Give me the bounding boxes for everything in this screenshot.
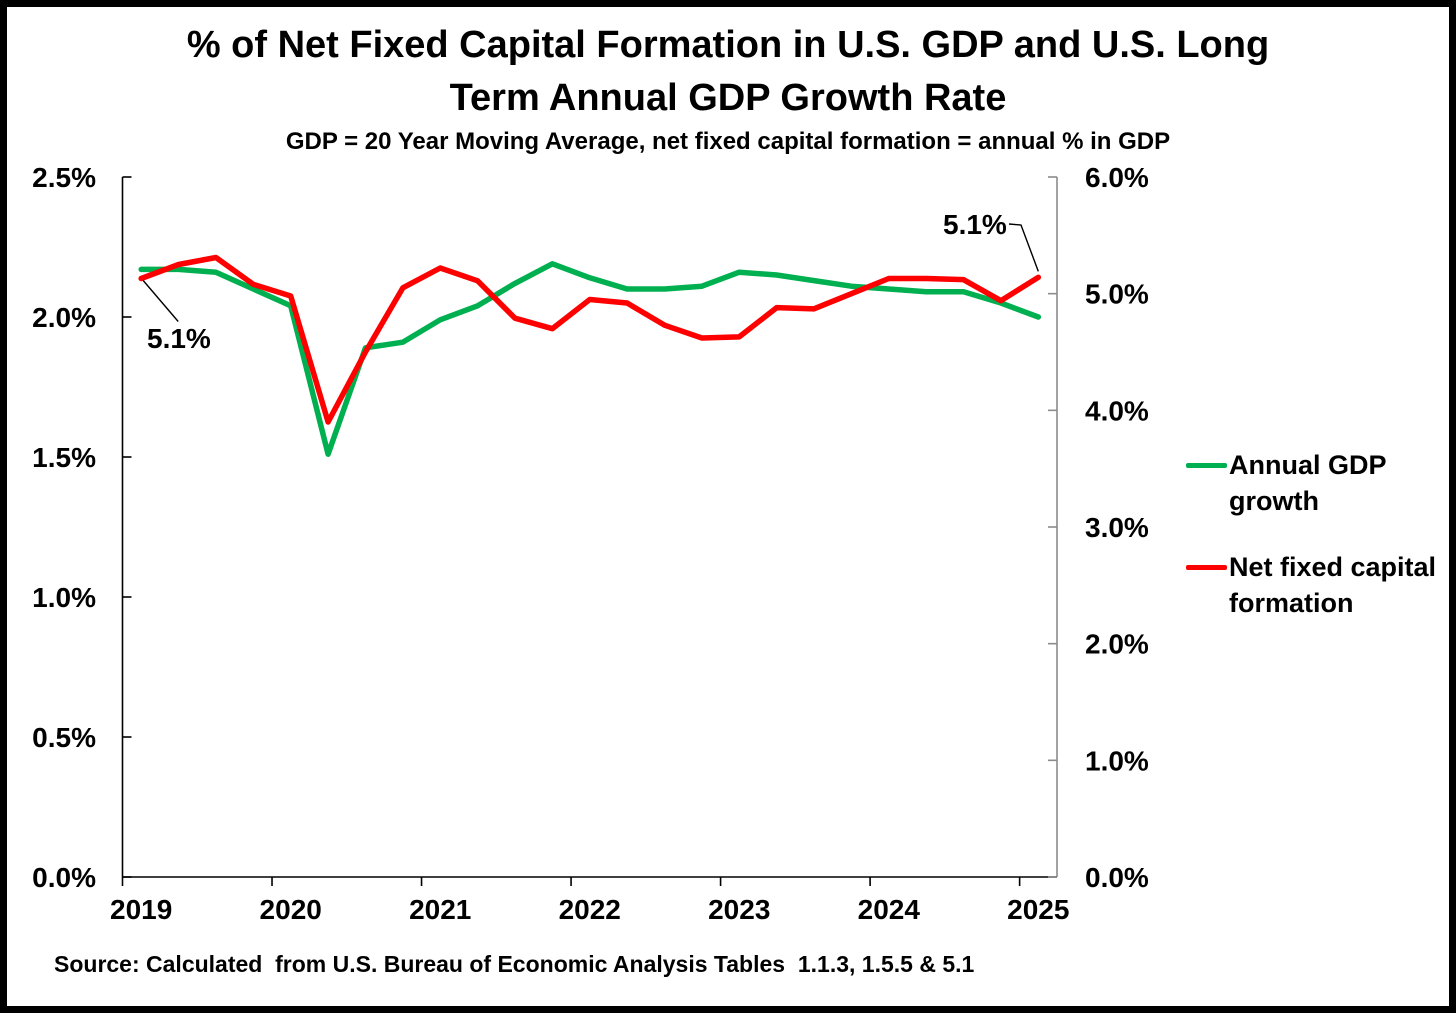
- x-axis-label: 2022: [559, 894, 621, 925]
- x-axis-label: 2019: [110, 894, 172, 925]
- right-axis-label: 5.0%: [1085, 279, 1149, 310]
- legend-swatch-green-line: [1186, 463, 1227, 468]
- legend-entry-annual-gdp-growth: Annual GDP growth: [1186, 447, 1416, 519]
- right-axis-label: 1.0%: [1085, 745, 1149, 776]
- right-axis-label: 3.0%: [1085, 512, 1149, 543]
- data-label-last-value: 5.1%: [943, 209, 1007, 240]
- right-axis-label: 4.0%: [1085, 395, 1149, 426]
- chart-title-line2: Term Annual GDP Growth Rate: [449, 77, 1007, 119]
- x-axis-label: 2024: [858, 894, 921, 925]
- net-fixed-capital-formation-line: [138, 254, 1042, 425]
- chart-title-line1: % of Net Fixed Capital Formation in U.S.…: [186, 24, 1270, 66]
- right-axis-label: 6.0%: [1085, 162, 1149, 193]
- x-axis-label: 2020: [260, 894, 322, 925]
- left-axis-label: 1.0%: [32, 582, 96, 613]
- legend-entry-net-fixed-capital-formation: Net fixed capital formation: [1186, 549, 1456, 621]
- x-axis-label: 2021: [409, 894, 471, 925]
- legend-label: Annual GDP growth: [1229, 450, 1387, 516]
- chart-subtitle: GDP = 20 Year Moving Average, net fixed …: [285, 128, 1171, 155]
- left-axis-label: 2.5%: [32, 162, 96, 193]
- leader-line-start-label: [142, 280, 179, 322]
- data-label-first-value: 5.1%: [147, 323, 211, 354]
- right-axis-label: 2.0%: [1085, 629, 1149, 660]
- left-axis-label: 1.5%: [32, 442, 96, 473]
- annual-gdp-growth-line: [138, 261, 1042, 457]
- source-note: Source: Calculated from U.S. Bureau of E…: [54, 951, 975, 977]
- legend-swatch-red-line: [1186, 565, 1227, 570]
- right-axis-label: 0.0%: [1085, 862, 1149, 893]
- left-axis-label: 2.0%: [32, 302, 96, 333]
- left-axis-label: 0.5%: [32, 722, 96, 753]
- leader-line-end-label: [1008, 223, 1039, 272]
- x-axis-label: 2023: [708, 894, 770, 925]
- legend-label: Net fixed capital formation: [1229, 552, 1437, 618]
- left-axis-label: 0.0%: [32, 862, 96, 893]
- x-axis-label: 2025: [1007, 894, 1069, 925]
